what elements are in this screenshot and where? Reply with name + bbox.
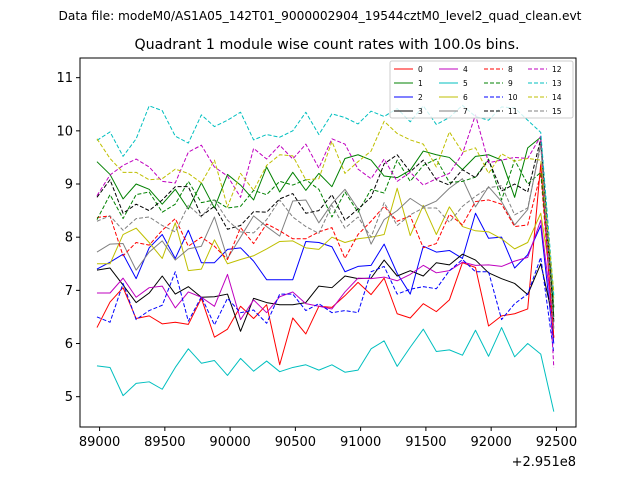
series-line-12 — [96, 114, 555, 368]
legend-label-5: 5 — [463, 79, 468, 88]
legend-label-1: 1 — [418, 79, 423, 88]
legend-label-12: 12 — [552, 65, 562, 74]
x-offset-label: +2.951e8 — [512, 455, 576, 470]
chart-title: Quadrant 1 module wise count rates with … — [134, 37, 519, 53]
y-tick-label: 8 — [65, 231, 73, 246]
y-tick-label: 10 — [56, 124, 73, 139]
legend-label-10: 10 — [508, 93, 518, 102]
series-line-8 — [96, 172, 555, 338]
legend-label-13: 13 — [552, 79, 562, 88]
legend-label-2: 2 — [418, 93, 423, 102]
series-line-6 — [96, 187, 555, 299]
x-tick-label: 91000 — [340, 435, 381, 450]
axes-frame — [79, 57, 577, 428]
series-line-0 — [96, 163, 555, 366]
legend-label-7: 7 — [463, 107, 468, 116]
legend-label-8: 8 — [508, 65, 513, 74]
x-tick-label: 89000 — [79, 435, 120, 450]
series-line-3 — [96, 253, 555, 332]
y-axis-ticks: 5 6 7 8 9 10 11 — [56, 71, 80, 405]
legend-label-3: 3 — [418, 107, 423, 116]
series-layer — [96, 104, 555, 412]
x-tick-label: 89500 — [144, 435, 185, 450]
legend-label-11: 11 — [508, 107, 518, 116]
x-tick-label: 90000 — [209, 435, 250, 450]
series-line-1 — [96, 136, 555, 317]
y-tick-label: 7 — [65, 284, 73, 299]
series-line-14 — [96, 120, 555, 292]
legend-label-9: 9 — [508, 79, 513, 88]
legend-label-4: 4 — [463, 65, 468, 74]
y-tick-label: 9 — [65, 178, 73, 193]
legend-label-0: 0 — [418, 65, 423, 74]
x-tick-label: 92500 — [536, 435, 577, 450]
series-line-15 — [96, 145, 555, 330]
x-axis-ticks: 89000 89500 90000 90500 91000 91500 92000 92500 — [79, 427, 577, 450]
x-tick-label: 92000 — [470, 435, 511, 450]
legend-label-14: 14 — [552, 93, 562, 102]
y-tick-label: 5 — [65, 390, 73, 405]
legend-box — [389, 60, 574, 119]
y-tick-label: 11 — [56, 71, 73, 86]
series-line-11 — [96, 138, 555, 322]
suptitle: Data file: modeM0/AS1A05_142T01_90000029… — [59, 9, 582, 23]
legend-label-15: 15 — [552, 107, 562, 116]
series-line-2 — [96, 212, 555, 344]
legend-label-6: 6 — [463, 93, 468, 102]
x-tick-label: 90500 — [275, 435, 316, 450]
series-line-10 — [96, 256, 555, 354]
y-tick-label: 6 — [65, 337, 73, 352]
series-line-7 — [96, 142, 555, 308]
series-line-5 — [96, 327, 555, 412]
x-tick-label: 91500 — [405, 435, 446, 450]
